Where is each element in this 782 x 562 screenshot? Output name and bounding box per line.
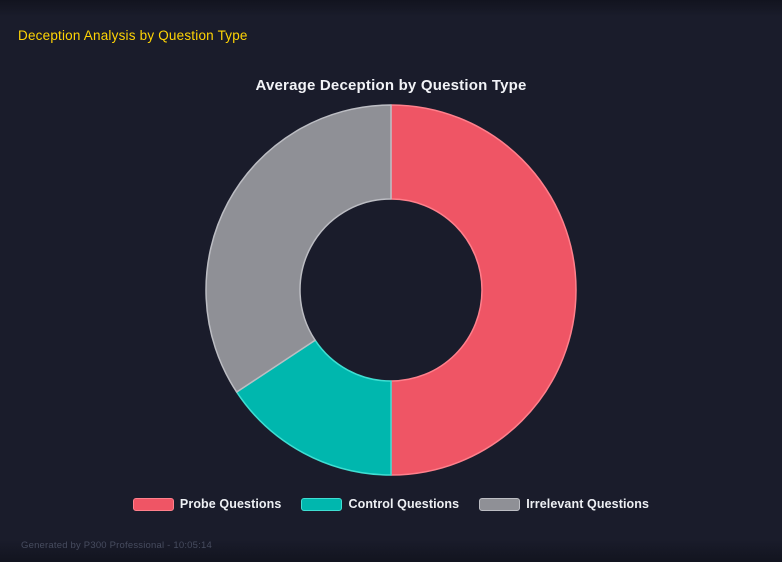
legend-swatch	[301, 497, 343, 511]
chart-legend: Probe Questions Control Questions Irreleva…	[0, 497, 782, 511]
page-title: Deception Analysis by Question Type	[18, 28, 248, 43]
donut-chart	[205, 104, 577, 476]
legend-swatch	[132, 497, 174, 511]
legend-label: Irrelevant Questions	[526, 497, 650, 511]
donut-segment-irrelevant-questions[interactable]	[205, 104, 392, 393]
donut-segment-control-questions[interactable]	[235, 339, 392, 476]
legend-swatch	[479, 497, 521, 511]
legend-label: Probe Questions	[179, 497, 282, 511]
legend-item-probe-questions[interactable]: Probe Questions	[132, 497, 282, 511]
donut-segment-probe-questions[interactable]	[390, 104, 577, 476]
legend-item-control-questions[interactable]: Control Questions	[301, 497, 459, 511]
legend-item-irrelevant-questions[interactable]: Irrelevant Questions	[479, 497, 649, 511]
chart-title: Average Deception by Question Type	[255, 77, 527, 94]
legend-label: Control Questions	[348, 497, 460, 511]
footer-note: Generated by P300 Professional - 10:05:1…	[21, 540, 212, 551]
